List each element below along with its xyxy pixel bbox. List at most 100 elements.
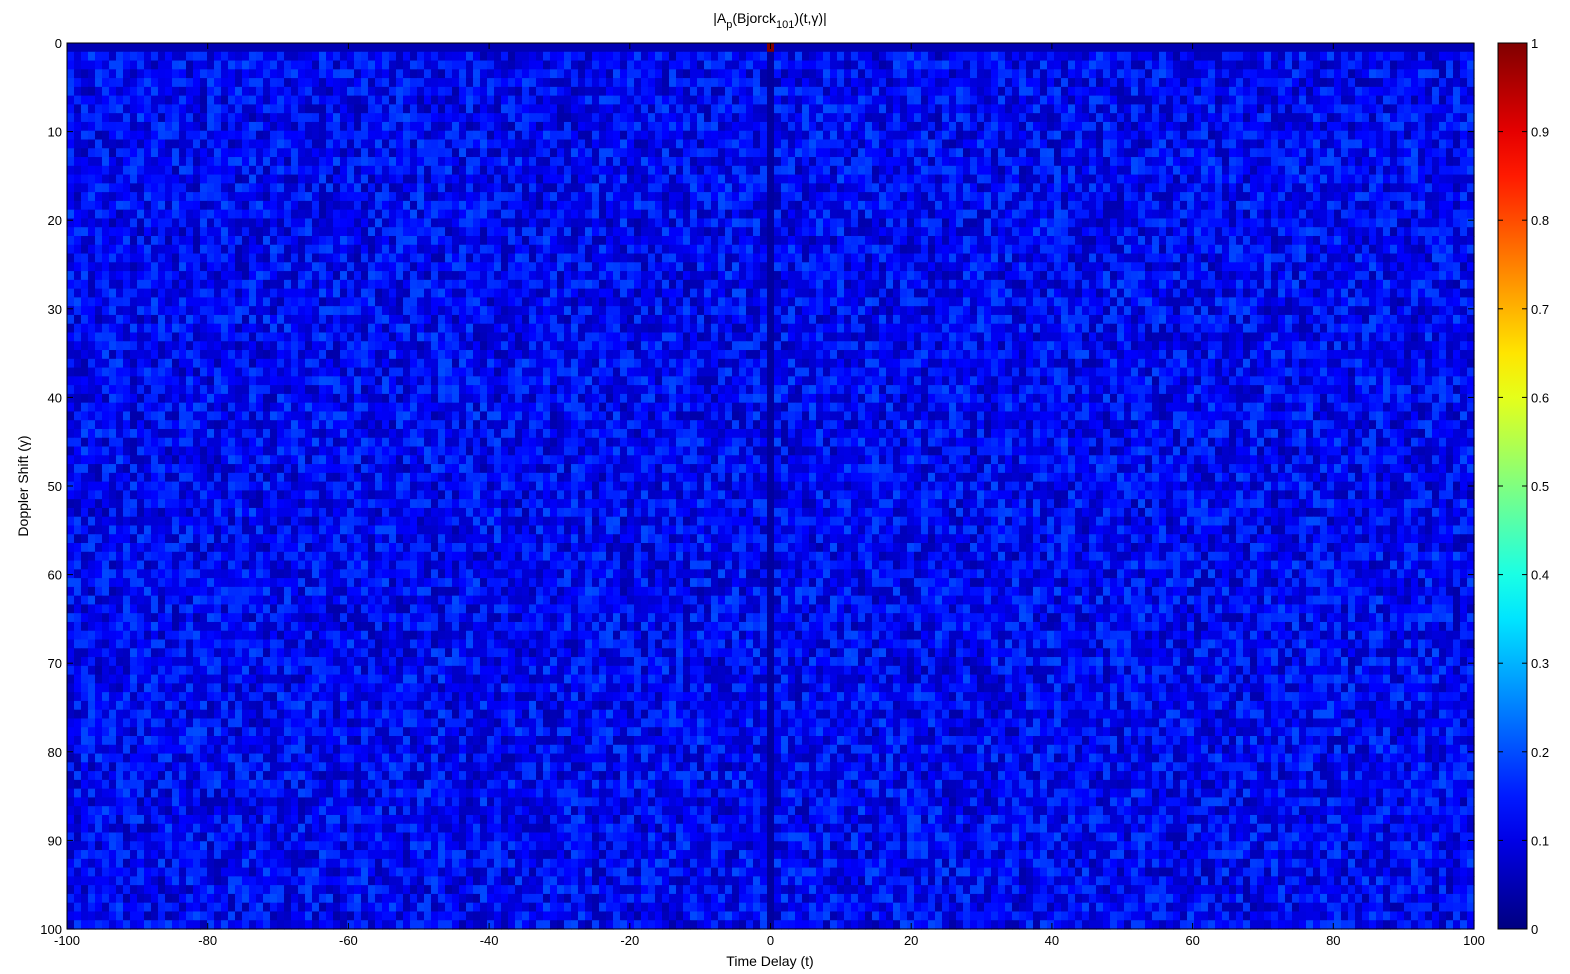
heatmap-cell: [1019, 130, 1027, 141]
heatmap-cell: [1222, 218, 1230, 228]
heatmap-cell: [221, 174, 229, 184]
heatmap-cell: [270, 253, 278, 263]
heatmap-cell: [88, 51, 96, 62]
heatmap-cell: [354, 253, 362, 263]
heatmap-cell: [746, 69, 754, 79]
heatmap-cell: [1061, 192, 1069, 202]
heatmap-cell: [697, 235, 705, 246]
heatmap-cell: [326, 43, 334, 53]
heatmap-cell: [865, 218, 873, 228]
heatmap-cell: [634, 218, 642, 228]
heatmap-cell: [844, 60, 852, 70]
heatmap-cell: [1152, 200, 1160, 211]
heatmap-cell: [830, 60, 838, 70]
heatmap-cell: [676, 51, 684, 62]
heatmap-cell: [718, 43, 726, 53]
heatmap-cell: [88, 174, 96, 184]
heatmap-cell: [970, 174, 978, 184]
heatmap-cell: [1033, 192, 1041, 202]
heatmap-cell: [1439, 51, 1447, 62]
heatmap-cell: [109, 183, 117, 193]
heatmap-cell: [1243, 121, 1251, 132]
heatmap-cell: [347, 43, 355, 53]
heatmap-cell: [319, 157, 327, 167]
heatmap-cell: [480, 227, 488, 237]
heatmap-cell: [473, 69, 481, 79]
heatmap-cell: [123, 113, 131, 123]
heatmap-cell: [1019, 148, 1027, 158]
heatmap-cell: [74, 78, 82, 88]
heatmap-cell: [1089, 192, 1097, 202]
heatmap-cell: [550, 78, 558, 88]
heatmap-cell: [683, 253, 691, 263]
heatmap-cell: [375, 227, 383, 237]
heatmap-cell: [963, 192, 971, 202]
heatmap-cell: [466, 86, 474, 97]
heatmap-cell: [550, 60, 558, 70]
heatmap-cell: [865, 209, 873, 220]
heatmap-cell: [816, 192, 824, 202]
heatmap-cell: [81, 139, 89, 149]
heatmap-cell: [1222, 157, 1230, 167]
heatmap-cell: [102, 78, 110, 88]
heatmap-cell: [1103, 209, 1111, 220]
heatmap-cell: [837, 86, 845, 97]
heatmap-cell: [529, 157, 537, 167]
heatmap-cell: [1117, 104, 1125, 114]
heatmap-cell: [1103, 183, 1111, 193]
heatmap-cell: [599, 113, 607, 123]
heatmap-cell: [298, 113, 306, 123]
heatmap-cell: [620, 51, 628, 62]
heatmap-cell: [109, 235, 117, 246]
heatmap-cell: [1194, 130, 1202, 141]
heatmap-cell: [1313, 148, 1321, 158]
heatmap-cell: [1180, 157, 1188, 167]
heatmap-cell: [809, 192, 817, 202]
heatmap-cell: [907, 86, 915, 97]
heatmap-cell: [1096, 200, 1104, 211]
heatmap-cell: [81, 209, 89, 220]
heatmap-cell: [893, 148, 901, 158]
heatmap-cell: [1439, 244, 1447, 255]
heatmap-cell: [949, 86, 957, 97]
heatmap-cell: [1117, 157, 1125, 167]
heatmap-cell: [592, 95, 600, 105]
heatmap-cell: [991, 174, 999, 184]
heatmap-cell: [830, 192, 838, 202]
heatmap-cell: [1439, 183, 1447, 193]
heatmap-cell: [669, 227, 677, 237]
heatmap-cell: [256, 183, 264, 193]
heatmap-cell: [781, 227, 789, 237]
heatmap-cell: [1348, 86, 1356, 97]
heatmap-cell: [1271, 95, 1279, 105]
heatmap-cell: [319, 139, 327, 149]
heatmap-cell: [1243, 253, 1251, 263]
heatmap-cell: [298, 104, 306, 114]
heatmap-cell: [1257, 69, 1265, 79]
heatmap-cell: [438, 157, 446, 167]
heatmap-cell: [683, 165, 691, 176]
heatmap-cell: [137, 192, 145, 202]
heatmap-cell: [494, 95, 502, 105]
heatmap-cell: [445, 78, 453, 88]
heatmap-cell: [452, 235, 460, 246]
heatmap-cell: [592, 192, 600, 202]
heatmap-cell: [1229, 51, 1237, 62]
heatmap-cell: [1138, 209, 1146, 220]
heatmap-cell: [725, 69, 733, 79]
heatmap-cell: [151, 95, 159, 105]
heatmap-cell: [1026, 104, 1034, 114]
heatmap-cell: [270, 113, 278, 123]
heatmap-cell: [984, 209, 992, 220]
heatmap-cell: [634, 253, 642, 263]
heatmap-cell: [151, 104, 159, 114]
heatmap-cell: [270, 130, 278, 141]
heatmap-cell: [1376, 209, 1384, 220]
heatmap-cell: [1005, 51, 1013, 62]
heatmap-cell: [963, 183, 971, 193]
heatmap-cell: [648, 148, 656, 158]
heatmap-cell: [991, 244, 999, 255]
heatmap-cell: [1131, 227, 1139, 237]
heatmap-cell: [914, 104, 922, 114]
heatmap-cell: [767, 121, 775, 132]
